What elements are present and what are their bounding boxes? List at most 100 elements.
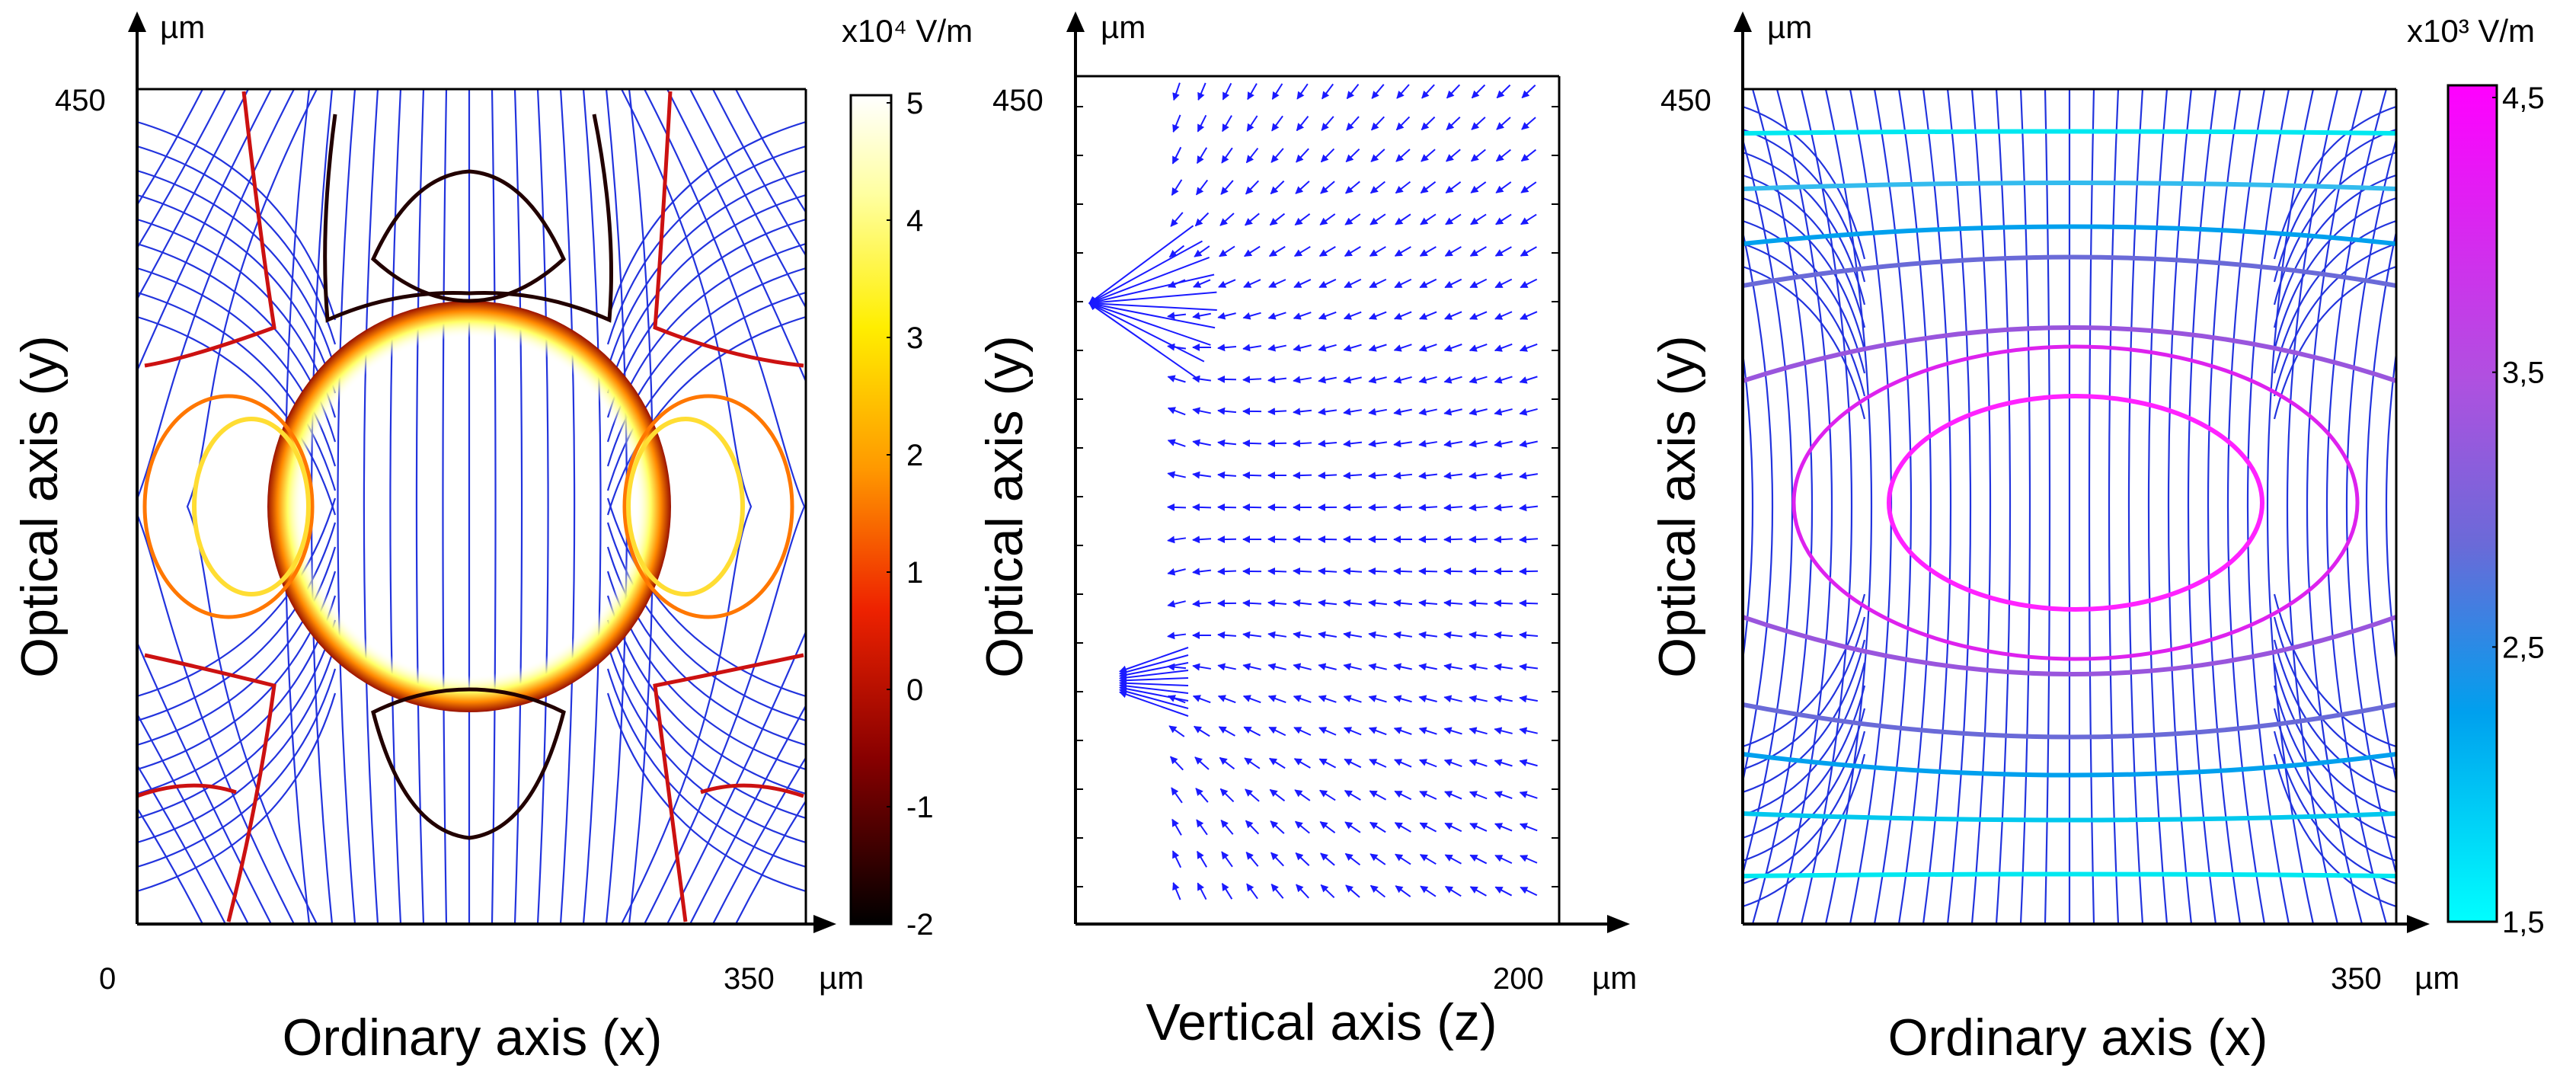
panel-1-x-tick-0: 0 (99, 962, 116, 996)
streamline (137, 692, 337, 893)
quiver-arrow (1520, 886, 1538, 897)
quiver-arrow (1245, 820, 1260, 835)
colorbar-1-tick-label: -1 (906, 791, 934, 824)
colorbar-3-unit: x10³ V/m (2407, 13, 2535, 49)
quiver-arrow (1293, 663, 1312, 671)
quiver-arrow (1519, 663, 1539, 671)
quiver-arrow (1393, 695, 1412, 703)
quiver-arrow (1369, 853, 1386, 865)
quiver-arrow (1346, 83, 1360, 100)
quiver-arrow (1393, 344, 1412, 352)
quiver-arrow (1270, 852, 1284, 867)
quiver-arrow (1368, 695, 1387, 703)
panel-2-x-unit: µm (1592, 960, 1637, 996)
quiver-arrow (1344, 758, 1362, 769)
quiver-arrow (1519, 376, 1538, 384)
quiver-arrow (1444, 791, 1462, 800)
quiver-arrow (1443, 663, 1462, 671)
streamline (2365, 228, 2396, 785)
streamline (1922, 89, 1952, 924)
quiver-arrow (1171, 787, 1183, 804)
quiver-arrow (1469, 823, 1488, 832)
quiver-arrow (1495, 213, 1512, 225)
contour-dark-top-inner (370, 169, 567, 303)
streamline (2044, 89, 2051, 924)
quiver-arrow (1344, 278, 1362, 289)
quiver-arrow (1320, 852, 1335, 866)
quiver-arrow (1470, 213, 1487, 225)
quiver-arrow (1193, 725, 1210, 737)
panel-2-quiver: µm 450 200 µm Vertical axis (z) Optical … (976, 9, 1637, 1051)
quiver-arrow (1167, 439, 1186, 447)
quiver-arrow (1318, 344, 1337, 352)
quiver-arrow (1219, 245, 1235, 257)
contour-purple-low (1743, 615, 2396, 676)
quiver-arrow (1418, 695, 1437, 703)
quiver-arrow (1088, 300, 1216, 329)
streamline (137, 644, 337, 844)
quiver-arrow (1217, 375, 1237, 383)
quiver-arrow (1494, 854, 1513, 865)
quiver-arrow (1443, 567, 1463, 575)
quiver-arrow (1446, 117, 1461, 130)
quiver-arrow (1420, 181, 1437, 194)
quiver-arrow (1245, 147, 1259, 164)
quiver-arrow (1268, 757, 1286, 769)
quiver-arrow (1119, 670, 1189, 682)
streamline (1743, 708, 1866, 862)
quiver-arrow (1343, 408, 1363, 416)
quiver-arrow (1420, 213, 1437, 225)
quiver-arrow (1119, 654, 1189, 676)
contour-red-tl (144, 91, 276, 368)
quiver-arrow (1271, 83, 1283, 100)
quiver-arrow (1446, 84, 1461, 99)
quiver-arrow (1192, 503, 1212, 511)
quiver-arrow (1344, 246, 1361, 257)
quiver-arrow (1418, 408, 1437, 416)
quiver-arrow (1195, 788, 1209, 803)
quiver-arrow (1319, 821, 1336, 833)
quiver-arrow (1242, 439, 1262, 447)
contour-lightblue-high (1743, 181, 2396, 191)
quiver-arrow (1218, 279, 1236, 288)
streamline (1995, 89, 2012, 924)
panel-2-y-unit: µm (1101, 9, 1146, 45)
streamline (666, 89, 806, 924)
quiver-arrow (1294, 213, 1311, 226)
streamline (1743, 639, 1866, 794)
quiver-arrow (1267, 631, 1287, 639)
quiver-arrow (1293, 695, 1312, 703)
quiver-arrow (1088, 291, 1217, 307)
quiver-arrow (1494, 408, 1513, 416)
quiver-arrow (1171, 179, 1183, 196)
quiver-arrow (1172, 881, 1181, 900)
quiver-arrow (1217, 439, 1237, 447)
quiver-arrow (1217, 312, 1236, 320)
quiver-arrow (1421, 84, 1435, 99)
streamline (2167, 89, 2193, 924)
contour-yellow-right (626, 417, 745, 596)
quiver-arrow (1245, 180, 1260, 195)
contour-cyan-high (1743, 129, 2396, 136)
streamline (1800, 89, 1853, 924)
colorbar-1-tick-label: -2 (906, 908, 934, 942)
panel-3-y-label: Optical axis (y) (1648, 335, 1706, 678)
quiver-arrow (1196, 850, 1208, 868)
quiver-arrow (1245, 788, 1260, 802)
quiver-arrow (1343, 472, 1363, 480)
quiver-arrow (1444, 246, 1462, 257)
panel-3-streamlines (1743, 89, 2396, 924)
quiver-arrow (1170, 756, 1184, 771)
x-axis-arrow-3 (2407, 915, 2430, 933)
streamline (2226, 89, 2266, 924)
quiver-arrow (1443, 727, 1462, 735)
quiver-arrow (1192, 568, 1212, 576)
quiver-arrow (1119, 688, 1189, 709)
panel-3-contour: µm 450 350 µm Ordinary axis (x) Optical … (1648, 9, 2545, 1066)
quiver-arrow (1444, 822, 1462, 833)
quiver-arrow (1221, 147, 1233, 164)
quiver-arrow (1222, 82, 1232, 101)
quiver-arrow (1319, 789, 1336, 801)
streamline (137, 89, 249, 924)
quiver-arrow (1088, 302, 1205, 363)
